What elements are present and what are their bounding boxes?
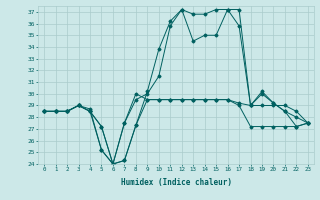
X-axis label: Humidex (Indice chaleur): Humidex (Indice chaleur) (121, 178, 231, 187)
